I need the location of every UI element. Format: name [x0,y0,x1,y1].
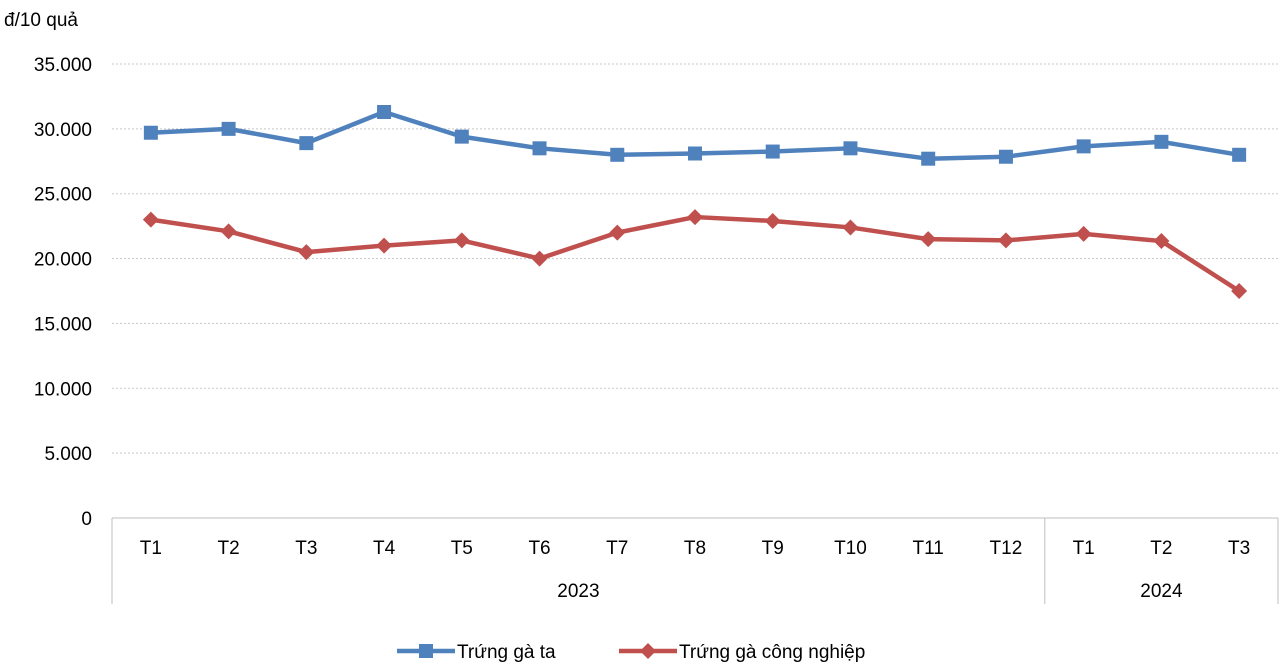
data-point-diamond [842,219,859,236]
x-tick-label: T2 [1150,538,1172,559]
x-tick-label: T12 [990,538,1023,559]
data-point-diamond [220,223,237,240]
y-tick-label: 0 [81,509,92,530]
legend: Trứng gà ta Trứng gà công nghiệp [397,642,865,663]
data-point-diamond [997,232,1014,249]
series-group [143,104,1247,166]
data-point-diamond [298,244,315,261]
data-point-square [143,125,158,140]
x-tick-label: T11 [913,538,944,559]
data-point-square [610,147,625,162]
data-point-square [454,129,469,144]
data-point-diamond [531,250,548,267]
y-tick-label: 30.000 [34,120,92,141]
data-point-square [765,144,780,159]
x-tick-label: T5 [451,538,473,559]
data-point-diamond [453,232,470,249]
legend-marker [640,643,656,659]
series [142,104,1248,299]
x-tick-label: T9 [762,538,784,559]
data-point-diamond [764,212,781,229]
x-tick-label: T3 [1228,538,1250,559]
x-tick-label: T3 [295,538,317,559]
x-tick-label: T1 [140,538,162,559]
x-group-label: 2024 [1140,581,1183,602]
legend-marker [419,644,433,658]
data-point-diamond [1153,233,1170,250]
data-point-diamond [687,209,703,226]
x-tick-label: T8 [684,538,706,559]
data-point-square [688,146,702,161]
y-tick-label: 25.000 [34,185,92,206]
x-tick-label: T1 [1073,538,1095,559]
data-point-diamond [376,237,393,254]
data-point-diamond [920,231,937,248]
series-line [148,214,1242,294]
x-tick-label: T2 [218,538,240,559]
data-point-square [1154,134,1169,149]
data-point-square [1076,139,1091,154]
data-point-square [921,151,936,166]
data-point-square [998,149,1013,164]
y-axis-unit-label: đ/10 quả [4,10,78,31]
data-point-square [377,104,392,119]
x-tick-label: T7 [606,538,628,559]
data-point-square [1232,147,1247,162]
x-tick-label: T4 [373,538,396,559]
series-group [142,209,1248,299]
y-tick-label: 35.000 [34,55,92,76]
y-tick-label: 5.000 [44,444,92,465]
data-point-diamond [142,211,159,228]
legend-label: Trứng gà ta [457,642,556,663]
data-point-diamond [1075,225,1092,242]
y-tick-label: 20.000 [34,250,92,271]
axes: 0 5.000 10.000 15.000 20.000 25.000 30.000 35.0… [34,55,1279,604]
data-point-diamond [1231,283,1248,299]
y-tick-label: 10.000 [34,379,92,400]
data-point-square [843,141,858,156]
x-tick-label: T6 [528,538,550,559]
data-point-square [532,141,547,156]
gridlines [112,63,1278,454]
x-group-label: 2023 [557,581,599,602]
data-point-diamond [609,224,626,241]
data-point-square [221,121,236,136]
data-point-square [299,136,314,151]
legend-label: Trứng gà công nghiệp [679,642,865,663]
x-tick-label: T10 [834,538,867,559]
y-tick-label: 15.000 [34,314,92,335]
